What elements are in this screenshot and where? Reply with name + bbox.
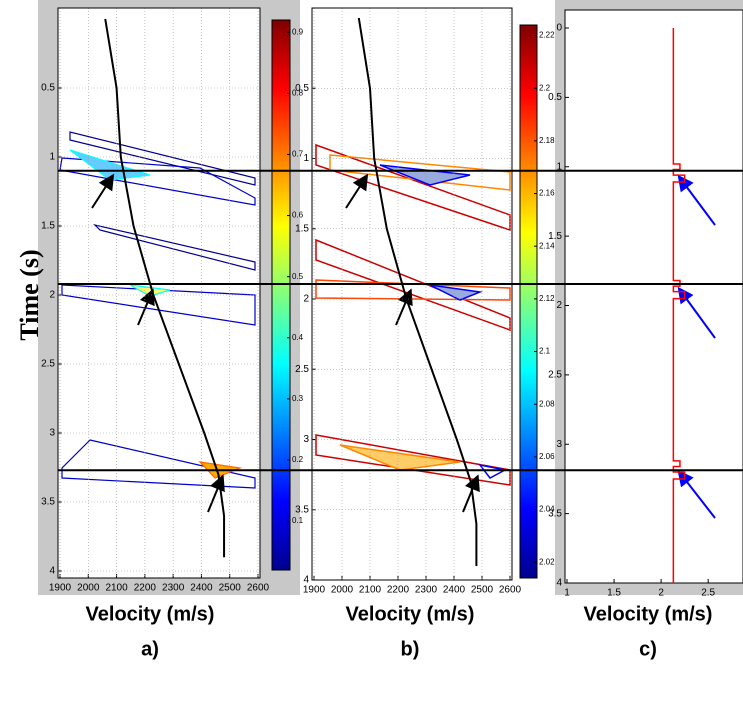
- y-tick-label: 3: [303, 434, 309, 445]
- y-tick-label: 4: [49, 566, 55, 577]
- axes-frame: [57, 7, 261, 579]
- y-tick-label: 3.5: [41, 497, 55, 508]
- y-tick-label: 3: [556, 439, 562, 450]
- x-tick-label: 2000: [77, 583, 100, 594]
- y-tick-label: 0: [556, 23, 562, 34]
- x-tick-label: 2200: [134, 583, 157, 594]
- panel-label: b): [401, 638, 420, 660]
- y-tick-label: 4: [556, 578, 562, 589]
- y-tick-label: 2.5: [548, 370, 562, 381]
- colorbar-tick-label: 0.1: [292, 516, 304, 525]
- x-tick-label: 2: [658, 588, 664, 599]
- colorbar-tick-label: 0.2: [292, 455, 304, 464]
- y-tick-label: 0.5: [548, 92, 562, 103]
- x-tick-label: 2400: [443, 585, 466, 596]
- x-tick-label: 2100: [359, 585, 382, 596]
- y-tick-label: 1.5: [548, 231, 562, 242]
- y-tick-label: 0.5: [295, 83, 309, 94]
- curve: [104, 18, 226, 558]
- colorbar: [519, 24, 538, 579]
- x-axis-label: Velocity (m/s): [86, 603, 215, 625]
- colorbar-tick-label: 2.14: [539, 241, 555, 250]
- x-tick-label: 1: [564, 588, 570, 599]
- colorbar-tick-label: 2.1: [539, 347, 551, 356]
- x-tick-label: 1900: [303, 585, 326, 596]
- y-tick-label: 3.5: [295, 504, 309, 515]
- colorbar-tick-label: 2.18: [539, 136, 555, 145]
- x-tick-label: 2600: [247, 583, 270, 594]
- colorbar-tick-label: 0.5: [292, 272, 304, 281]
- y-tick-label: 0.5: [41, 83, 55, 94]
- colorbar-tick-label: 0.7: [292, 150, 304, 159]
- x-tick-label: 1900: [49, 583, 72, 594]
- colorbar-tick-label: 2.08: [539, 399, 555, 408]
- y-tick-label: 1: [303, 153, 309, 164]
- colorbar-tick-label: 0.9: [292, 27, 304, 36]
- x-tick-label: 2100: [105, 583, 128, 594]
- curve: [357, 17, 478, 566]
- axes-c: [565, 10, 743, 583]
- arrows: [91, 173, 716, 519]
- colorbar-tick-label: 2.04: [539, 505, 555, 514]
- colorbar-tick-label: 0.8: [292, 88, 304, 97]
- y-tick-label: 3.5: [548, 508, 562, 519]
- axes-frame: [564, 9, 743, 584]
- colorbar-tick-label: 0.3: [292, 394, 304, 403]
- x-tick-label: 2600: [499, 585, 522, 596]
- x-tick-label: 2500: [471, 585, 494, 596]
- colorbar-tick-label: 2.22: [539, 31, 555, 40]
- x-tick-label: 2300: [162, 583, 185, 594]
- x-tick-label: 2.5: [701, 588, 715, 599]
- colorbar-tick-label: 2.02: [539, 557, 555, 566]
- x-tick-label: 2400: [190, 583, 213, 594]
- colorbar: [271, 19, 291, 571]
- x-tick-label: 2300: [415, 585, 438, 596]
- x-axis-label: Velocity (m/s): [346, 603, 475, 625]
- y-tick-label: 1.5: [295, 223, 309, 234]
- colorbar-tick-label: 2.06: [539, 452, 555, 461]
- x-tick-label: 2000: [331, 585, 354, 596]
- colorbar-tick-label: 2.12: [539, 294, 555, 303]
- colorbar-tick-label: 2.2: [539, 83, 551, 92]
- y-tick-label: 1: [556, 161, 562, 172]
- colorbar-tick-label: 0.4: [292, 333, 304, 342]
- x-axis-label: Velocity (m/s): [584, 603, 713, 625]
- y-tick-label: 2: [556, 300, 562, 311]
- y-tick-label: 2: [49, 290, 55, 301]
- colorbar-tick-label: 0.6: [292, 211, 304, 220]
- y-tick-label: 3: [49, 428, 55, 439]
- y-tick-label: 2.5: [295, 364, 309, 375]
- y-tick-label: 2.5: [41, 359, 55, 370]
- y-tick-label: 2: [303, 294, 309, 305]
- y-tick-label: 4: [303, 575, 309, 586]
- axes-frame: [311, 7, 513, 581]
- y-tick-label: 1.5: [41, 221, 55, 232]
- x-tick-label: 2200: [387, 585, 410, 596]
- colorbar-tick-label: 2.16: [539, 189, 555, 198]
- x-tick-label: 2500: [219, 583, 242, 594]
- panel-label: a): [141, 638, 159, 660]
- panel-label: c): [639, 638, 657, 660]
- x-tick-label: 1.5: [607, 588, 621, 599]
- y-axis-label: Time (s): [15, 249, 44, 340]
- y-tick-label: 1: [49, 152, 55, 163]
